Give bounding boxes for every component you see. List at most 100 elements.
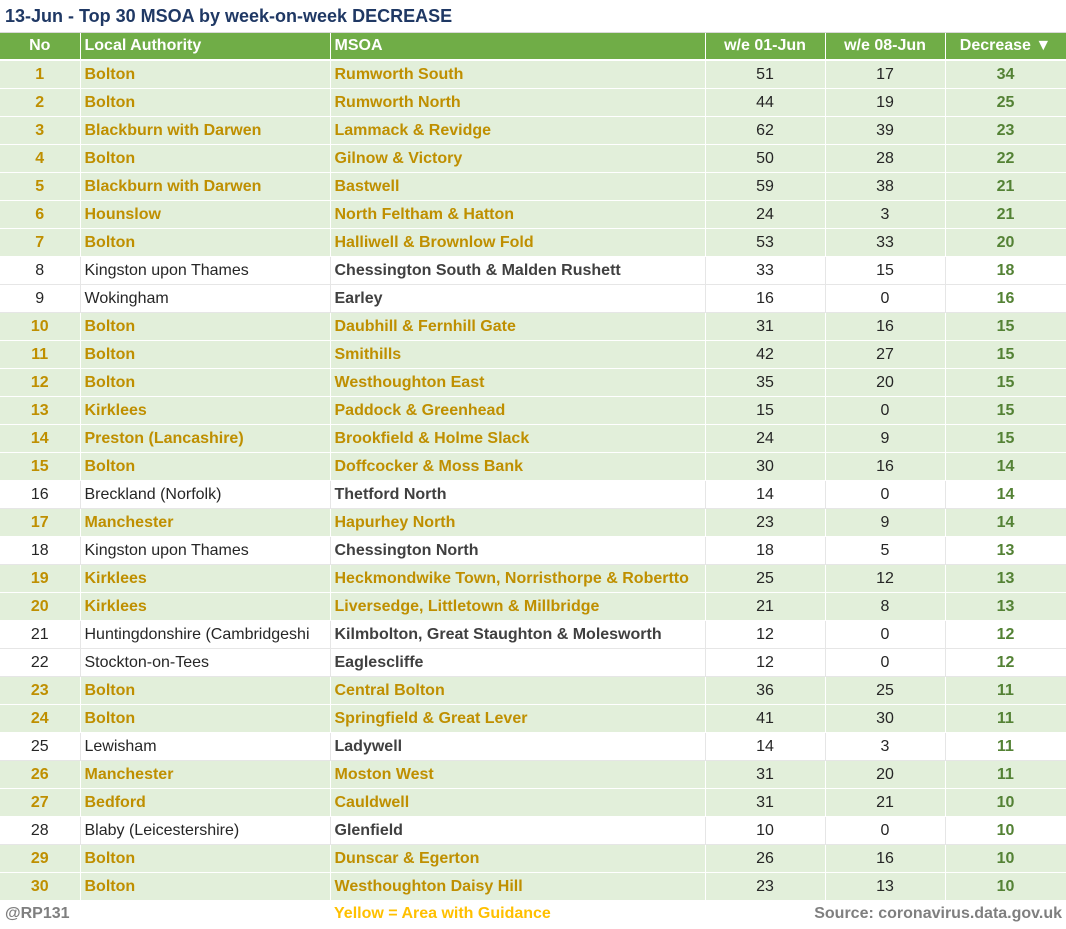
week-08-jun-cell: 0: [825, 620, 946, 649]
decrease-cell: 10: [945, 816, 1066, 845]
week-01-jun-cell: 35: [705, 368, 826, 397]
table-row: 1 Bolton Rumworth South 51 17 34: [0, 60, 1066, 89]
table-row: 4 Bolton Gilnow & Victory 50 28 22: [0, 144, 1066, 173]
table-row: 2 Bolton Rumworth North 44 19 25: [0, 88, 1066, 117]
decrease-cell: 13: [945, 592, 1066, 621]
local-authority-cell: Bedford: [80, 788, 331, 817]
local-authority-cell: Bolton: [80, 88, 331, 117]
week-01-jun-cell: 15: [705, 396, 826, 425]
decrease-cell: 15: [945, 424, 1066, 453]
week-08-jun-cell: 21: [825, 788, 946, 817]
local-authority-cell: Kingston upon Thames: [80, 256, 331, 285]
row-number: 7: [0, 228, 81, 257]
table-row: 19 Kirklees Heckmondwike Town, Norristhorp…: [0, 564, 1066, 593]
decrease-cell: 22: [945, 144, 1066, 173]
msoa-cell: Paddock & Greenhead: [330, 396, 706, 425]
msoa-cell: Lammack & Revidge: [330, 116, 706, 145]
msoa-cell: Thetford North: [330, 480, 706, 509]
column-header-no[interactable]: No: [0, 33, 81, 61]
week-01-jun-cell: 18: [705, 536, 826, 565]
table-row: 22 Stockton-on-Tees Eaglescliffe 12 0 12: [0, 648, 1066, 677]
row-number: 1: [0, 60, 81, 89]
row-number: 28: [0, 816, 81, 845]
week-08-jun-cell: 15: [825, 256, 946, 285]
column-header-decrease-sorted[interactable]: Decrease ▼: [945, 33, 1066, 61]
week-08-jun-cell: 12: [825, 564, 946, 593]
msoa-cell: Earley: [330, 284, 706, 313]
week-08-jun-cell: 9: [825, 508, 946, 537]
decrease-cell: 21: [945, 200, 1066, 229]
column-header-week-08-jun[interactable]: w/e 08-Jun: [825, 33, 946, 61]
week-08-jun-cell: 39: [825, 116, 946, 145]
row-number: 26: [0, 760, 81, 789]
week-01-jun-cell: 44: [705, 88, 826, 117]
table-row: 14 Preston (Lancashire) Brookfield & Holme…: [0, 424, 1066, 453]
local-authority-cell: Lewisham: [80, 732, 331, 761]
row-number: 16: [0, 480, 81, 509]
decrease-cell: 10: [945, 872, 1066, 901]
week-01-jun-cell: 23: [705, 872, 826, 901]
local-authority-cell: Kingston upon Thames: [80, 536, 331, 565]
decrease-cell: 13: [945, 564, 1066, 593]
decrease-cell: 12: [945, 620, 1066, 649]
row-number: 3: [0, 116, 81, 145]
column-header-week-01-jun[interactable]: w/e 01-Jun: [705, 33, 826, 61]
table-row: 21 Huntingdonshire (Cambridgeshi Kilmbolto…: [0, 620, 1066, 649]
local-authority-cell: Stockton-on-Tees: [80, 648, 331, 677]
msoa-cell: Rumworth South: [330, 60, 706, 89]
local-authority-cell: Blaby (Leicestershire): [80, 816, 331, 845]
decrease-cell: 14: [945, 480, 1066, 509]
decrease-cell: 14: [945, 452, 1066, 481]
table-row: 17 Manchester Hapurhey North 23 9 14: [0, 508, 1066, 537]
decrease-cell: 25: [945, 88, 1066, 117]
msoa-cell: Dunscar & Egerton: [330, 844, 706, 873]
decrease-cell: 11: [945, 704, 1066, 733]
week-01-jun-cell: 14: [705, 480, 826, 509]
table-body: 1 Bolton Rumworth South 51 17 34 2 Bolton Rumwor…: [0, 60, 1066, 901]
week-08-jun-cell: 3: [825, 732, 946, 761]
week-08-jun-cell: 20: [825, 368, 946, 397]
decrease-cell: 34: [945, 60, 1066, 89]
msoa-cell: Hapurhey North: [330, 508, 706, 537]
week-01-jun-cell: 30: [705, 452, 826, 481]
table-row: 24 Bolton Springfield & Great Lever 41 30 11: [0, 704, 1066, 733]
row-number: 4: [0, 144, 81, 173]
week-08-jun-cell: 8: [825, 592, 946, 621]
msoa-cell: Smithills: [330, 340, 706, 369]
row-number: 15: [0, 452, 81, 481]
week-01-jun-cell: 62: [705, 116, 826, 145]
msoa-cell: Chessington South & Malden Rushett: [330, 256, 706, 285]
decrease-cell: 11: [945, 732, 1066, 761]
row-number: 27: [0, 788, 81, 817]
local-authority-cell: Bolton: [80, 228, 331, 257]
week-01-jun-cell: 26: [705, 844, 826, 873]
week-01-jun-cell: 53: [705, 228, 826, 257]
msoa-cell: Cauldwell: [330, 788, 706, 817]
week-08-jun-cell: 27: [825, 340, 946, 369]
local-authority-cell: Bolton: [80, 144, 331, 173]
week-01-jun-cell: 51: [705, 60, 826, 89]
table-row: 26 Manchester Moston West 31 20 11: [0, 760, 1066, 789]
row-number: 14: [0, 424, 81, 453]
row-number: 13: [0, 396, 81, 425]
table-row: 20 Kirklees Liversedge, Littletown & Millb…: [0, 592, 1066, 621]
week-01-jun-cell: 59: [705, 172, 826, 201]
table-row: 16 Breckland (Norfolk) Thetford North 14 0 14: [0, 480, 1066, 509]
week-01-jun-cell: 31: [705, 760, 826, 789]
row-number: 9: [0, 284, 81, 313]
local-authority-cell: Preston (Lancashire): [80, 424, 331, 453]
column-header-msoa[interactable]: MSOA: [330, 33, 706, 61]
week-08-jun-cell: 16: [825, 844, 946, 873]
decrease-cell: 10: [945, 844, 1066, 873]
row-number: 23: [0, 676, 81, 705]
msoa-cell: Brookfield & Holme Slack: [330, 424, 706, 453]
column-header-local-authority[interactable]: Local Authority: [80, 33, 331, 61]
msoa-cell: Heckmondwike Town, Norristhorpe & Robert…: [330, 564, 706, 593]
row-number: 21: [0, 620, 81, 649]
msoa-cell: Westhoughton East: [330, 368, 706, 397]
week-01-jun-cell: 14: [705, 732, 826, 761]
row-number: 8: [0, 256, 81, 285]
table-row: 13 Kirklees Paddock & Greenhead 15 0 15: [0, 396, 1066, 425]
row-number: 11: [0, 340, 81, 369]
week-01-jun-cell: 33: [705, 256, 826, 285]
